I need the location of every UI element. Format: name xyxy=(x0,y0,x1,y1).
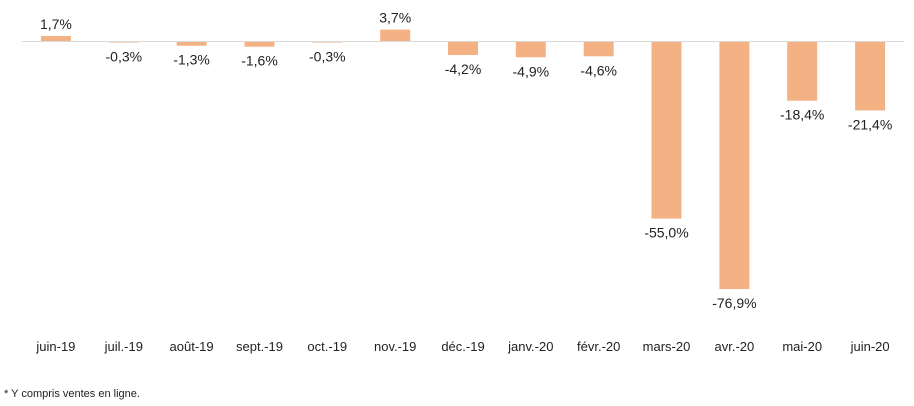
data-label-mars-20: -55,0% xyxy=(644,225,688,241)
bar-juin-19 xyxy=(40,36,71,42)
x-tick-label-nov.-19: nov.-19 xyxy=(374,339,416,354)
bar-févr.-20 xyxy=(583,41,614,57)
x-tick-label-juil.-19: juil.-19 xyxy=(104,339,143,354)
x-tick-label-mars-20: mars-20 xyxy=(643,339,691,354)
x-tick-label-janv.-20: janv.-20 xyxy=(507,339,553,354)
x-tick-label-juin-19: juin-19 xyxy=(35,339,75,354)
data-label-oct.-19: -0,3% xyxy=(309,49,346,65)
bar-déc.-19 xyxy=(448,41,478,55)
bar-chart: 1,7% -0,3% -1,3% -1,6% -0,3% 3,7% -4,2% -4,9% -4… xyxy=(22,10,904,354)
x-tick-label-août-19: août-19 xyxy=(170,339,214,354)
data-label-juil.-19: -0,3% xyxy=(106,49,143,65)
x-axis-tick-labels: juin-19 juil.-19 août-19 sept.-19 oct.-19 nov… xyxy=(35,339,889,354)
data-label-sept.-19: -1,6% xyxy=(241,53,278,69)
bar-janv.-20 xyxy=(515,41,546,58)
bar-avr.-20 xyxy=(719,41,750,290)
bars-group xyxy=(40,29,886,290)
data-label-mai-20: -18,4% xyxy=(780,107,824,123)
bar-mai-20 xyxy=(787,41,818,101)
data-label-avr.-20: -76,9% xyxy=(712,295,756,311)
bar-mars-20 xyxy=(651,41,682,219)
bar-juin-20 xyxy=(855,41,886,111)
data-label-janv.-20: -4,9% xyxy=(513,63,550,79)
footnote: * Y compris ventes en ligne. xyxy=(4,388,140,400)
data-label-juin-20: -21,4% xyxy=(848,116,892,132)
data-label-déc.-19: -4,2% xyxy=(445,61,482,77)
data-label-nov.-19: 3,7% xyxy=(379,10,411,26)
data-label-févr.-20: -4,6% xyxy=(580,62,617,78)
x-tick-label-mai-20: mai-20 xyxy=(782,339,822,354)
x-tick-label-sept.-19: sept.-19 xyxy=(236,339,283,354)
data-labels-group: 1,7% -0,3% -1,3% -1,6% -0,3% 3,7% -4,2% -4,9% -4… xyxy=(40,10,892,312)
bar-sept.-19 xyxy=(244,41,275,47)
bar-nov.-19 xyxy=(380,29,411,42)
x-tick-label-avr.-20: avr.-20 xyxy=(715,339,755,354)
x-tick-label-févr.-20: févr.-20 xyxy=(577,339,620,354)
x-tick-label-juin-20: juin-20 xyxy=(850,339,890,354)
x-tick-label-oct.-19: oct.-19 xyxy=(307,339,347,354)
data-label-août-19: -1,3% xyxy=(173,52,210,68)
x-tick-label-déc.-19: déc.-19 xyxy=(441,339,484,354)
data-label-juin-19: 1,7% xyxy=(40,16,72,32)
bar-août-19 xyxy=(176,41,207,46)
